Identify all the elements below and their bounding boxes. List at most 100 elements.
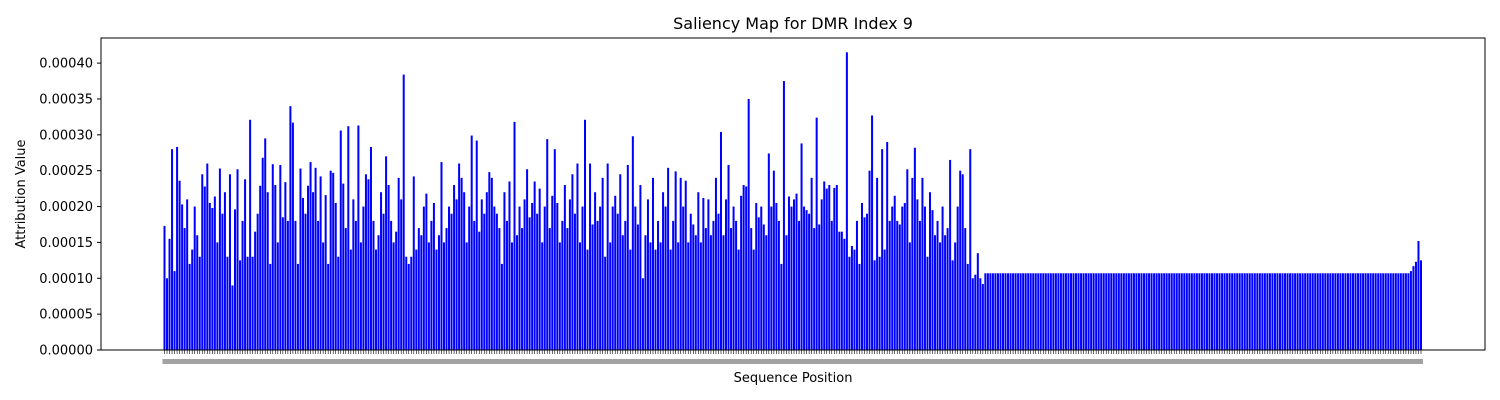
bar <box>1180 273 1183 350</box>
bar <box>1075 273 1078 350</box>
bar <box>203 186 206 350</box>
bar <box>239 260 242 350</box>
bar <box>1143 273 1146 350</box>
bar <box>385 156 388 350</box>
bar <box>996 273 999 350</box>
bar <box>1369 273 1372 350</box>
bar <box>1077 273 1080 350</box>
plot-frame <box>100 37 1486 351</box>
bar <box>903 202 906 350</box>
bar <box>1052 273 1055 350</box>
bar <box>196 235 199 350</box>
bar <box>1248 273 1251 350</box>
bar <box>798 220 801 350</box>
bar <box>274 185 277 350</box>
bar <box>581 206 584 350</box>
bar <box>1110 273 1113 350</box>
bar <box>692 224 695 350</box>
bar <box>284 182 287 350</box>
bar <box>765 235 768 350</box>
bar <box>611 206 614 350</box>
bar <box>780 263 783 350</box>
y-tick-label: 0.00025 <box>39 164 93 179</box>
bar <box>1195 273 1198 350</box>
bar <box>508 181 511 350</box>
bar <box>1362 273 1365 350</box>
bar <box>568 199 571 350</box>
bar <box>392 242 395 350</box>
bar <box>251 256 254 350</box>
bar <box>518 206 521 350</box>
bar <box>448 206 451 350</box>
bar <box>873 260 876 350</box>
bar <box>181 204 184 350</box>
bar <box>669 249 672 350</box>
bar <box>1382 273 1385 350</box>
bar <box>1389 273 1392 350</box>
bar <box>1331 273 1334 350</box>
bar <box>838 231 841 350</box>
bar <box>1105 273 1108 350</box>
bar <box>319 176 322 350</box>
bar <box>1047 273 1050 350</box>
bar <box>312 192 315 350</box>
bar <box>1221 273 1224 350</box>
bar <box>815 117 818 350</box>
bar <box>631 136 634 350</box>
bar <box>510 242 513 350</box>
bar <box>719 131 722 350</box>
bar <box>651 177 654 350</box>
bar <box>1218 273 1221 350</box>
bar <box>347 126 350 350</box>
bar <box>1223 273 1226 350</box>
bar <box>1185 273 1188 350</box>
bar <box>405 256 408 350</box>
bar <box>619 174 622 350</box>
bar <box>1314 273 1317 350</box>
bar <box>480 199 483 350</box>
bar <box>601 177 604 350</box>
bar <box>777 220 780 350</box>
bar <box>407 263 410 350</box>
bar <box>707 199 710 350</box>
bar <box>551 195 554 350</box>
bar <box>1165 273 1168 350</box>
bar <box>1059 273 1062 350</box>
bar <box>672 220 675 350</box>
bar <box>833 187 836 350</box>
bar <box>901 206 904 350</box>
bar <box>1085 273 1088 350</box>
bar <box>1233 273 1236 350</box>
bar <box>548 228 551 350</box>
bar <box>599 206 602 350</box>
bar <box>946 228 949 350</box>
bar <box>1205 273 1208 350</box>
bar <box>218 168 221 350</box>
bar <box>410 256 413 350</box>
bar <box>1236 273 1239 350</box>
bar <box>427 242 430 350</box>
bar <box>1419 260 1422 350</box>
bar <box>402 74 405 350</box>
bar <box>259 185 262 350</box>
bar <box>860 202 863 350</box>
bar <box>1042 273 1045 350</box>
bar <box>609 242 612 350</box>
bar <box>538 188 541 350</box>
bar <box>1251 273 1254 350</box>
bar <box>286 220 289 350</box>
bar <box>536 213 539 350</box>
bar <box>1309 273 1312 350</box>
bar <box>636 224 639 350</box>
bar <box>1399 273 1402 350</box>
bar <box>866 213 869 350</box>
bar <box>1311 273 1314 350</box>
bar <box>163 225 166 350</box>
bar <box>644 235 647 350</box>
bar <box>805 210 808 350</box>
bar <box>835 185 838 350</box>
bar <box>1019 273 1022 350</box>
bar <box>654 249 657 350</box>
bar <box>541 242 544 350</box>
bar <box>898 224 901 350</box>
